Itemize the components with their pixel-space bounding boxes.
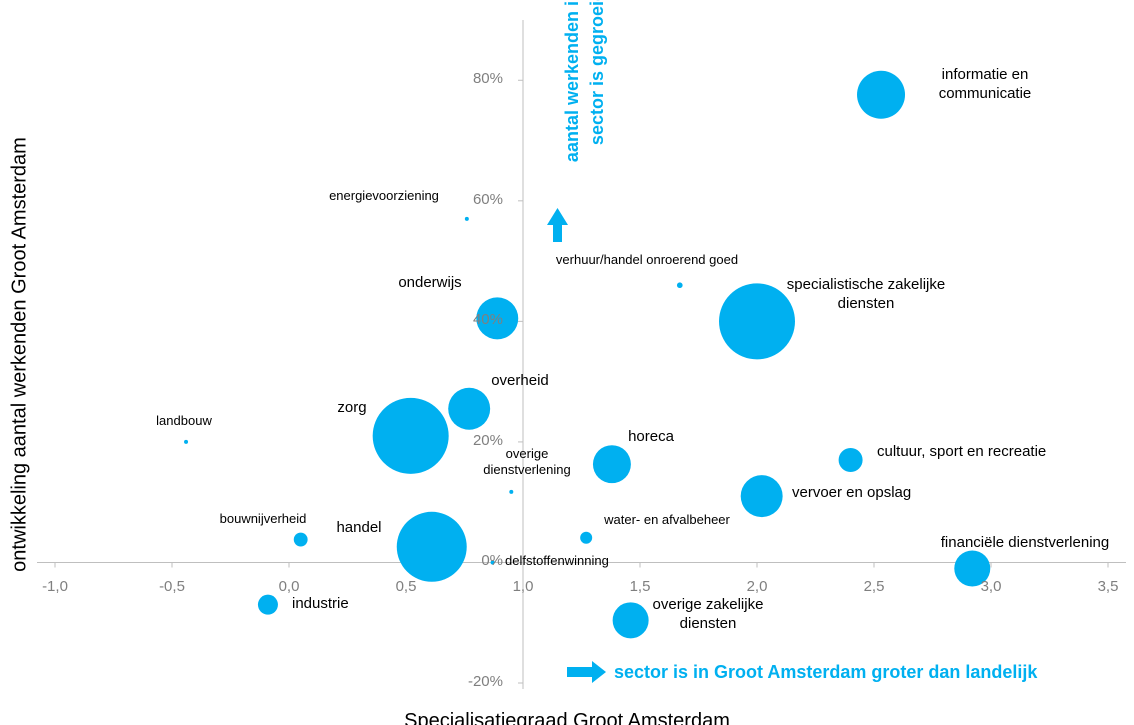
bubble bbox=[954, 550, 991, 587]
bubble-label: horeca bbox=[628, 428, 674, 445]
bubble bbox=[719, 283, 795, 360]
x-tick-label: 2,0 bbox=[746, 578, 768, 596]
bubble-label: handel bbox=[336, 519, 382, 536]
x-tick-label: -0,5 bbox=[159, 578, 185, 596]
bubble bbox=[580, 531, 593, 544]
bubble bbox=[396, 511, 467, 582]
bubble-label: financiële dienstverlening bbox=[940, 534, 1110, 551]
bubble-label: delfstoffenwinning bbox=[505, 553, 609, 568]
bubble-label: specialistische zakelijke diensten bbox=[786, 276, 946, 312]
x-tick-label: 0,0 bbox=[278, 578, 300, 596]
bubble-label: overige dienstverlening bbox=[483, 446, 571, 478]
x-axis-title: Specialisatiegraad Groot Amsterdam bbox=[404, 710, 730, 725]
bubble-label: overige zakelijke diensten bbox=[652, 596, 764, 632]
y-tick-label: 20% bbox=[472, 431, 503, 449]
y-axis-title: ontwikkeling aantal werkenden Groot Amst… bbox=[8, 137, 31, 572]
bubble bbox=[372, 397, 449, 474]
bubble bbox=[476, 297, 519, 340]
bubble-label: landbouw bbox=[156, 413, 212, 428]
x-tick-label: 3,0 bbox=[980, 578, 1002, 596]
bubble bbox=[740, 475, 783, 518]
bubble-label: overheid bbox=[491, 372, 549, 389]
annotation-vertical: aantal werkenden in sector is gegroeid bbox=[562, 0, 607, 163]
x-tick-label: 1,5 bbox=[629, 578, 651, 596]
x-tick-label: -1,0 bbox=[42, 578, 68, 596]
x-tick-label: 0,5 bbox=[395, 578, 417, 596]
bubble-label: zorg bbox=[337, 399, 367, 416]
bubble-label: water- en afvalbeheer bbox=[604, 512, 730, 527]
bubble bbox=[857, 70, 906, 119]
bubble-label: industrie bbox=[292, 595, 349, 612]
x-tick-label: 2,5 bbox=[863, 578, 885, 596]
bubble bbox=[592, 445, 631, 484]
y-tick-label: 80% bbox=[472, 70, 503, 88]
x-tick-label: 1,0 bbox=[512, 578, 534, 596]
bubble bbox=[509, 489, 514, 494]
y-tick-label: 40% bbox=[472, 311, 503, 329]
bubble bbox=[676, 282, 683, 289]
bubble bbox=[838, 447, 863, 472]
arrow-up bbox=[547, 208, 568, 242]
bubble-label: onderwijs bbox=[398, 274, 462, 291]
bubble-label: informatie en communicatie bbox=[938, 66, 1032, 102]
bubble bbox=[184, 439, 189, 444]
bubble bbox=[293, 532, 308, 547]
bubble-label: vervoer en opslag bbox=[792, 484, 912, 501]
arrow-right bbox=[567, 661, 606, 683]
bubble bbox=[612, 602, 649, 639]
y-tick-label: -20% bbox=[467, 673, 503, 690]
bubble bbox=[490, 560, 495, 565]
bubble-label: cultuur, sport en recreatie bbox=[877, 443, 1047, 460]
bubble bbox=[464, 216, 469, 221]
bubble-label: verhuur/handel onroerend goed bbox=[555, 252, 739, 267]
x-tick-label: 3,5 bbox=[1097, 578, 1119, 596]
bubble bbox=[448, 387, 491, 430]
bubble-label: energievoorziening bbox=[329, 188, 439, 203]
bubble-label: bouwnijverheid bbox=[219, 511, 307, 526]
y-tick-label: 60% bbox=[472, 190, 503, 208]
y-tick-label: 0% bbox=[481, 552, 503, 570]
bubble bbox=[257, 594, 278, 615]
annotation-horizontal: sector is in Groot Amsterdam groter dan … bbox=[614, 662, 1038, 682]
